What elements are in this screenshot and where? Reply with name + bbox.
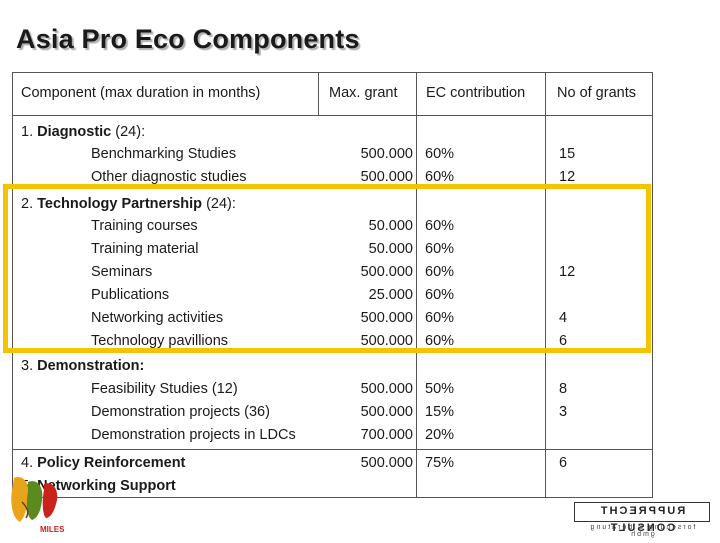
row-ec: 60% — [425, 169, 455, 185]
row-label: Seminars — [91, 264, 153, 280]
row-grant: 700.000 — [360, 427, 413, 443]
miles-logo-text: MILES — [40, 525, 65, 534]
group-name: Networking Support — [37, 478, 176, 494]
row-ec: 60% — [425, 264, 455, 280]
row-label: Technology pavillions — [91, 333, 229, 349]
row-label: Training courses — [91, 218, 198, 234]
row-label: Publications — [91, 287, 170, 303]
header-max-grant: Max. grant — [329, 85, 398, 101]
header-divider — [13, 115, 652, 116]
row-label: Demonstration projects in LDCs — [91, 427, 296, 443]
row-ec: 60% — [425, 287, 455, 303]
group-name: Demonstration: — [37, 358, 145, 374]
group-suffix: (24): — [115, 124, 146, 140]
rupprecht-consult-logo: RUPPRECHT CONSULT forschung & beratung g… — [574, 502, 714, 538]
group-name: Diagnostic — [37, 124, 112, 140]
group-name: Policy Reinforcement — [37, 455, 186, 471]
components-table: Component (max duration in months) Max. … — [12, 72, 653, 498]
row-count: 6 — [559, 333, 568, 349]
row-count: 12 — [559, 264, 576, 280]
row-grant: 500.000 — [360, 455, 413, 471]
page-title: Asia Pro Eco Components — [16, 24, 360, 54]
row-grant: 50.000 — [368, 241, 413, 257]
group-name: Technology Partnership — [37, 196, 203, 212]
row-ec: 60% — [425, 333, 455, 349]
row-grant: 500.000 — [360, 310, 413, 326]
row-count: 4 — [559, 310, 568, 326]
row-grant: 25.000 — [368, 287, 413, 303]
row-label: Training material — [91, 241, 199, 257]
row-divider — [13, 449, 652, 450]
row-ec: 75% — [425, 455, 455, 471]
row-grant: 50.000 — [368, 218, 413, 234]
row-ec: 60% — [425, 218, 455, 234]
group-heading: 3. Demonstration: — [21, 357, 144, 375]
group-number: 2. — [21, 196, 34, 212]
row-grant: 500.000 — [360, 404, 413, 420]
column-divider — [545, 73, 546, 497]
row-count: 8 — [559, 381, 568, 397]
group-heading: 2. Technology Partnership (24): — [21, 195, 236, 213]
header-component: Component (max duration in months) — [21, 85, 261, 101]
row-label: Demonstration projects (36) — [91, 404, 270, 420]
row-count: 3 — [559, 404, 568, 420]
technology-partnership-highlight — [3, 184, 651, 353]
column-divider — [318, 73, 319, 115]
header-no-of-grants: No of grants — [557, 85, 636, 101]
row-ec: 15% — [425, 404, 455, 420]
group-heading: 1. Diagnostic (24): — [21, 123, 145, 141]
group-heading: 4. Policy Reinforcement — [21, 454, 185, 472]
row-ec: 60% — [425, 146, 455, 162]
row-grant: 500.000 — [360, 333, 413, 349]
miles-logo-graphic — [11, 476, 58, 522]
miles-logo: MILES — [8, 472, 78, 538]
row-grant: 500.000 — [360, 146, 413, 162]
rupprecht-logo-text: RUPPRECHT CONSULT — [574, 502, 710, 534]
row-ec: 20% — [425, 427, 455, 443]
row-grant: 500.000 — [360, 381, 413, 397]
row-label: Benchmarking Studies — [91, 146, 237, 162]
row-count: 6 — [559, 455, 568, 471]
row-label: Networking activities — [91, 310, 224, 326]
group-number: 4. — [21, 455, 34, 471]
row-ec: 60% — [425, 310, 455, 326]
column-divider — [416, 73, 417, 497]
row-count: 15 — [559, 146, 576, 162]
row-label: Feasibility Studies (12) — [91, 381, 238, 397]
row-ec: 50% — [425, 381, 455, 397]
group-suffix: (24): — [206, 196, 236, 212]
row-label: Other diagnostic studies — [91, 169, 247, 185]
row-grant: 500.000 — [360, 264, 413, 280]
rupprecht-logo-subtext: forschung & beratung gmbh — [588, 524, 696, 538]
header-ec-contribution: EC contribution — [426, 85, 526, 101]
group-number: 1. — [21, 124, 34, 140]
row-ec: 60% — [425, 241, 455, 257]
group-number: 3. — [21, 358, 34, 374]
row-grant: 500.000 — [360, 169, 413, 185]
row-count: 12 — [559, 169, 576, 185]
